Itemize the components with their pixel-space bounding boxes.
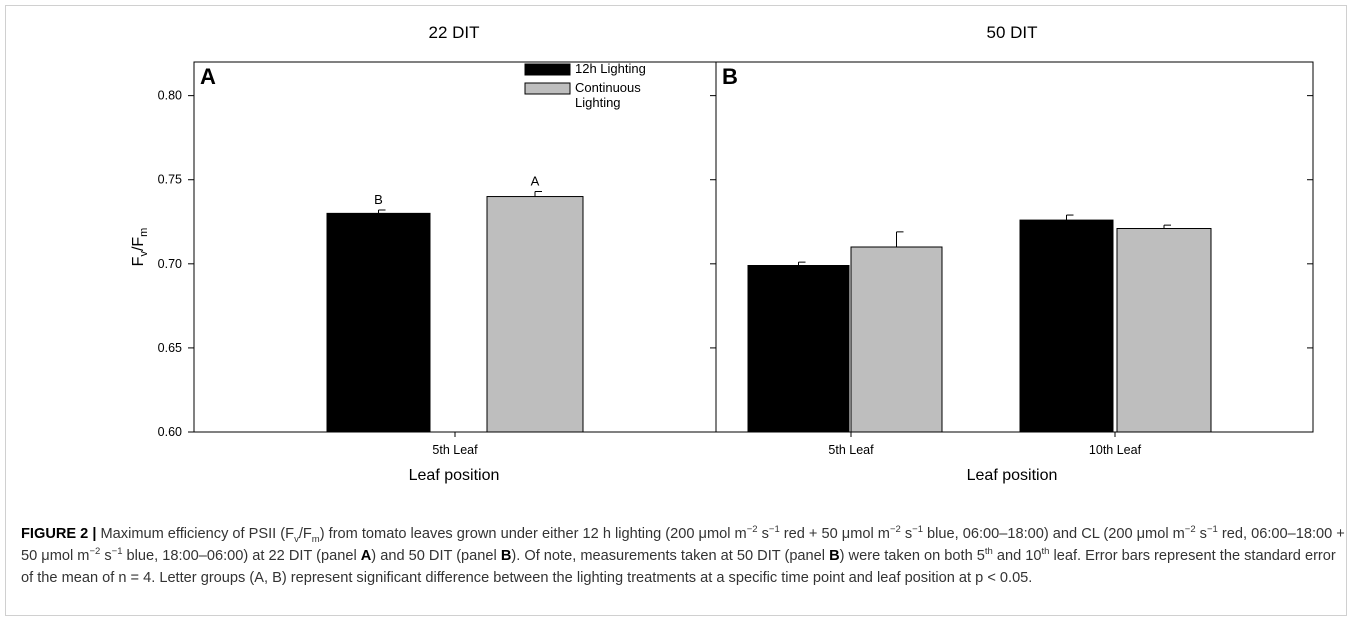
caption-text: and 10 [992,548,1042,564]
caption-bold: B [500,548,512,564]
legend-swatch [524,63,571,76]
y-title-sub: v [138,251,150,257]
caption-sup: th [1041,546,1050,558]
caption-text: Maximum efficiency of PSII (F [96,526,295,542]
bar [1019,219,1114,433]
plot-frame [193,61,717,433]
caption-text: red + 50 μmol m [779,526,890,542]
y-title-slash: /F [130,237,147,251]
x-tick-label: 5th Leaf [828,443,874,457]
caption-text: s [900,526,913,542]
legend-label: 12h Lighting [575,61,646,76]
caption-sub: v [294,533,299,545]
legend-label: Continuous [575,80,641,95]
y-tick-label: 0.80 [158,89,182,103]
panel-title: 22 DIT [428,23,479,42]
caption-text: ) from tomato leaves grown under either … [319,526,747,542]
bar [486,196,584,433]
bar [1116,228,1212,433]
x-tick-label: 5th Leaf [432,443,478,457]
caption-sup: −1 [111,546,123,558]
significance-letter: B [374,192,383,207]
panel-title: 50 DIT [986,23,1037,42]
y-tick-label: 0.60 [158,425,182,439]
caption-sup: −2 [1184,524,1196,536]
y-title-sub: m [138,228,150,237]
panel-b: 50 DIT 5th Leaf 10th Leaf Leaf position B [715,23,1314,484]
caption-text: blue, 06:00–18:00) and CL (200 μmol m [922,526,1185,542]
legend-swatch [524,82,571,95]
y-axis-title: Fv/Fm [130,228,150,267]
caption-sup: −1 [912,524,923,536]
caption-sup: −1 [1206,524,1218,536]
figure-frame: 22 DIT B A 5th Leaf Leaf position A 50 DIT 5th … [5,5,1347,616]
caption-sup: th [984,546,993,558]
y-title-main: F [130,256,147,266]
caption-label: FIGURE 2 | [21,526,97,542]
figure-chart: 22 DIT B A 5th Leaf Leaf position A 50 DIT 5th … [130,23,1314,484]
caption-text: leaf. Error bars represent the standard … [21,548,1336,586]
caption-text: ) and 50 DIT (panel [371,548,501,564]
plot-frame [715,61,1314,433]
caption-text: s [1195,526,1207,542]
significance-letter: A [531,174,540,189]
y-tick-label: 0.75 [158,173,182,187]
caption-text: red, 06:00–18:00 + 50 μmol m [21,526,1345,564]
panel-letter: B [722,64,738,89]
caption-text: /F [298,526,312,542]
caption-text: ) were taken on both 5 [839,548,985,564]
caption-bold: A [360,548,372,564]
caption-sup: −1 [768,524,780,536]
bar [326,212,431,433]
y-tick-label: 0.70 [158,257,182,271]
caption-text: s [100,548,112,564]
y-axis: 0.60 0.65 0.70 0.75 0.80 Fv/Fm [130,89,1313,439]
caption-sup: −2 [89,546,101,558]
y-tick-label: 0.65 [158,341,182,355]
bar [747,265,850,433]
caption-text: s [757,526,769,542]
caption-text: blue, 18:00–06:00) at 22 DIT (panel [122,548,361,564]
figure-caption: FIGURE 2 | Maximum efficiency of PSII (F… [21,523,1346,589]
panel-letter: A [200,64,216,89]
x-axis-title: Leaf position [409,467,500,484]
chart-root: 22 DIT B A 5th Leaf Leaf position A 50 DIT 5th … [130,23,1314,484]
x-axis-title: Leaf position [967,467,1058,484]
caption-sub: m [311,533,320,545]
legend-label: Lighting [575,95,621,110]
caption-sup: −2 [746,524,758,536]
x-tick-label: 10th Leaf [1089,443,1142,457]
panel-a: 22 DIT B A 5th Leaf Leaf position A [193,23,717,484]
caption-text: ). Of note, measurements taken at 50 DIT… [511,548,830,564]
caption-bold: B [829,548,840,564]
caption-sup: −2 [889,524,901,536]
bar [850,246,943,433]
